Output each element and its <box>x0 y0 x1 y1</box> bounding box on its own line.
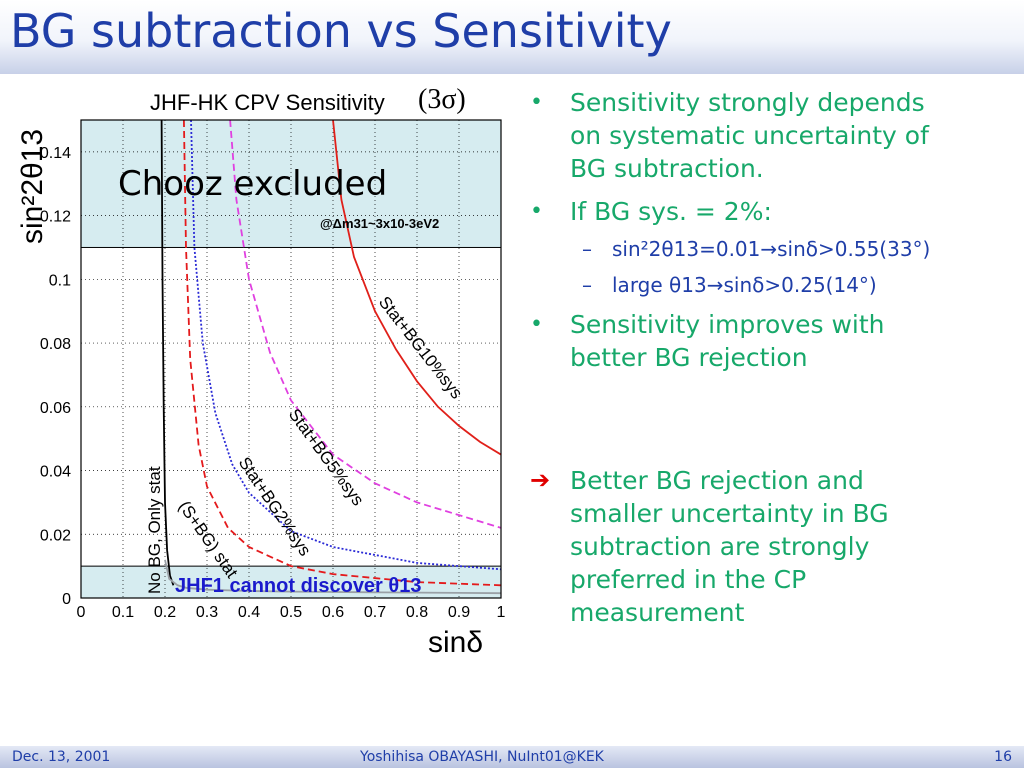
shaded-region-chooz <box>80 119 502 248</box>
bullet-1-line-1: Sensitivity strongly depends <box>570 88 925 117</box>
series-line-2 <box>183 120 501 587</box>
bullet-4-line-3: subtraction are strongly <box>570 532 870 561</box>
curve-label: Stat+BG2%sys <box>235 454 315 560</box>
x-tick-label: 0.3 <box>196 604 218 621</box>
curve-label: No BG, Only stat <box>145 466 164 594</box>
bullet-3-line-2: better BG rejection <box>570 343 808 372</box>
bullet-4-line-2: smaller uncertainty in BG <box>570 499 889 528</box>
sub-bullet-1-text: sin²2θ13=0.01→sinδ>0.55(33°) <box>612 237 931 261</box>
bullet-marker: • <box>530 312 543 337</box>
series-line-3 <box>190 120 501 571</box>
dash-marker: – <box>582 237 592 261</box>
x-tick-label: 0.7 <box>364 604 386 621</box>
bullet-4-line-4: preferred in the CP <box>570 565 807 594</box>
y-tick-label: 0 <box>62 591 71 608</box>
bullet-2-line-1: If BG sys. = 2%: <box>570 197 772 226</box>
series-line-1 <box>164 559 501 595</box>
bullet-3-line-1: Sensitivity improves with <box>570 310 885 339</box>
title-band <box>0 0 1024 74</box>
y-tick-label: 0.08 <box>40 336 71 353</box>
y-tick-label: 0.06 <box>40 400 71 417</box>
arrow-icon: ➔ <box>530 466 551 494</box>
x-tick-label: 0.4 <box>238 604 260 621</box>
y-tick-label: 0.14 <box>40 145 71 162</box>
bullet-1-line-3: BG subtraction. <box>570 154 764 183</box>
bullet-4-line-5: measurement <box>570 598 745 627</box>
y-tick-label: 0.1 <box>49 272 71 289</box>
y-tick-label: 0.02 <box>40 527 71 544</box>
x-tick-label: 0.5 <box>280 604 302 621</box>
bullet-marker: • <box>530 199 543 224</box>
x-tick-label: 0.2 <box>154 604 176 621</box>
chooz-label: Chooz excluded <box>118 164 387 204</box>
chart-svg: 0 0.1 0.2 0.3 0.4 0.5 0.6 0.7 0.8 0.9 1 0 0.02 0.04 0.… <box>16 84 506 659</box>
series-line-4 <box>229 120 501 529</box>
mass-note: @Δm31~3x10-3eV2 <box>320 216 439 231</box>
series-line-0 <box>160 120 175 586</box>
x-tick-label: 0 <box>77 604 86 621</box>
curve-label: Stat+BG5%sys <box>285 405 368 509</box>
x-tick-label: 0.1 <box>112 604 134 621</box>
x-tick-label: 1 <box>497 604 506 621</box>
footer-date: Dec. 13, 2001 <box>12 749 111 765</box>
x-axis-label: sinδ <box>428 626 483 659</box>
y-tick-label: 0.12 <box>40 209 71 226</box>
sub-bullet-2-text: large θ13→sinδ>0.25(14°) <box>612 273 877 297</box>
footer-author: Yoshihisa OBAYASHI, NuInt01@KEK <box>360 749 604 765</box>
x-tick-label: 0.6 <box>322 604 344 621</box>
chart-title-suffix: (3σ) <box>418 84 466 115</box>
bullet-marker: • <box>530 90 543 115</box>
x-tick-label: 0.9 <box>448 604 470 621</box>
bullet-4-line-1: Better BG rejection and <box>570 466 864 495</box>
bullet-1-line-2: on systematic uncertainty of <box>570 121 929 150</box>
footer-page: 16 <box>994 749 1012 765</box>
series-line-5 <box>332 120 501 456</box>
jhf1-label: JHF1 cannot discover θ13 <box>175 575 421 597</box>
dash-marker: – <box>582 273 592 297</box>
slide-title: BG subtraction vs Sensitivity <box>10 4 672 58</box>
chart-title: JHF-HK CPV Sensitivity <box>150 90 385 115</box>
plot-frame <box>80 119 502 599</box>
y-axis-label: sin²2θ13 <box>16 129 49 244</box>
x-tick-label: 0.8 <box>406 604 428 621</box>
y-tick-label: 0.04 <box>40 464 71 481</box>
footer: Dec. 13, 2001 Yoshihisa OBAYASHI, NuInt0… <box>0 746 1024 768</box>
